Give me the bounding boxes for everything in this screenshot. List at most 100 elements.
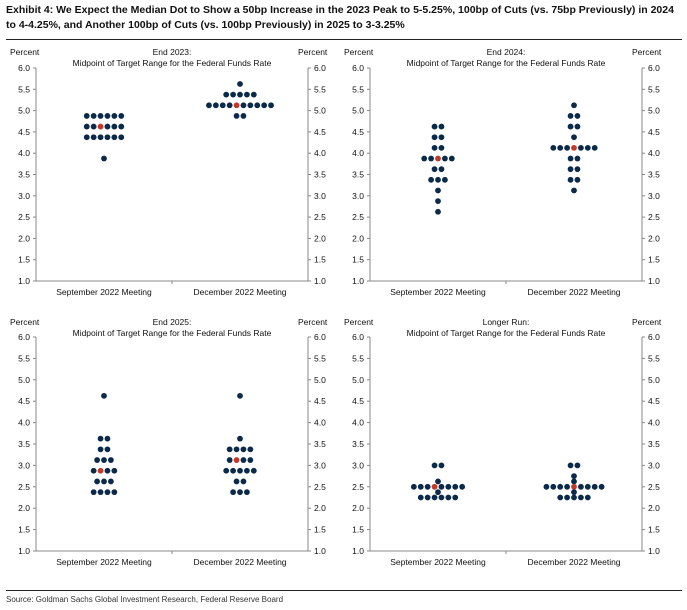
title-divider — [6, 39, 682, 40]
participant-dot — [237, 467, 243, 474]
y-tick-label-left: 1.5 — [18, 255, 30, 265]
x-category-label: September 2022 Meeting — [390, 287, 486, 297]
participant-dot — [567, 176, 574, 183]
participant-dot — [448, 155, 455, 162]
y-axis-label-left: Percent — [344, 47, 374, 57]
y-tick-label-left: 3.0 — [352, 191, 364, 201]
participant-dot — [250, 91, 257, 98]
y-tick-label-left: 2.5 — [18, 212, 30, 222]
participant-dot — [111, 123, 118, 130]
participant-dot — [452, 494, 459, 501]
y-tick-label-left: 5.5 — [18, 353, 30, 363]
participant-dot — [417, 494, 424, 501]
participant-dot — [567, 123, 574, 130]
chart-title: Exhibit 4: We Expect the Median Dot to S… — [6, 4, 674, 31]
y-axis-label-left: Percent — [10, 47, 40, 57]
participant-dot — [104, 113, 111, 119]
participant-dot — [244, 91, 250, 98]
y-tick-label-left: 3.0 — [18, 460, 30, 470]
participant-dot — [223, 91, 230, 98]
y-tick-label-right: 4.5 — [314, 127, 326, 137]
participant-dot — [428, 176, 434, 183]
participant-dot — [442, 155, 448, 162]
y-tick-label-left: 3.5 — [18, 439, 30, 449]
y-tick-label-right: 4.0 — [314, 418, 326, 428]
y-tick-label-left: 1.0 — [352, 546, 364, 556]
participant-dot — [567, 155, 574, 162]
y-tick-label-left: 1.5 — [352, 525, 364, 535]
y-tick-label-right: 5.5 — [648, 353, 660, 363]
participant-dot — [247, 102, 254, 109]
panel-subtitle: Midpoint of Target Range for the Federal… — [73, 58, 272, 68]
y-tick-label-right: 5.5 — [648, 84, 660, 94]
participant-dot — [230, 91, 237, 98]
y-tick-label-left: 3.5 — [352, 170, 364, 180]
participant-dot — [230, 489, 237, 496]
participant-dot — [261, 102, 268, 109]
participant-dot — [97, 446, 104, 453]
median-dot — [97, 123, 104, 130]
participant-dot — [111, 489, 118, 496]
participant-dot — [571, 134, 577, 141]
participant-dot — [557, 483, 564, 490]
y-tick-label-right: 4.0 — [314, 148, 326, 158]
y-tick-label-right: 3.5 — [314, 439, 326, 449]
participant-dot — [94, 478, 100, 485]
participant-dot — [244, 467, 250, 474]
y-tick-label-left: 6.0 — [352, 63, 364, 73]
y-tick-label-left: 2.0 — [18, 233, 30, 243]
participant-dot — [101, 457, 107, 463]
participant-dot — [101, 478, 107, 485]
participant-dot — [118, 134, 125, 141]
participant-dot — [584, 144, 591, 151]
x-category-label: December 2022 Meeting — [527, 287, 620, 297]
y-tick-label-right: 1.0 — [314, 276, 326, 286]
participant-dot — [94, 457, 100, 463]
participant-dot — [431, 166, 438, 173]
participant-dot — [104, 467, 111, 474]
median-dot — [97, 467, 104, 474]
y-tick-label-left: 4.5 — [18, 396, 30, 406]
y-tick-label-left: 1.5 — [352, 255, 364, 265]
participant-dot — [101, 155, 107, 162]
participant-dot — [247, 446, 254, 453]
y-axis-label-right: Percent — [298, 47, 328, 57]
participant-dot — [268, 102, 274, 109]
y-tick-label-left: 4.0 — [18, 418, 30, 428]
y-tick-label-right: 5.0 — [648, 375, 660, 385]
x-category-label: December 2022 Meeting — [193, 287, 286, 297]
y-tick-label-right: 5.5 — [314, 353, 326, 363]
x-category-label: September 2022 Meeting — [56, 557, 152, 567]
y-tick-label-right: 3.5 — [648, 439, 660, 449]
participant-dot — [83, 113, 90, 119]
y-tick-label-right: 2.0 — [314, 233, 326, 243]
y-tick-label-right: 3.5 — [648, 170, 660, 180]
y-tick-label-right: 2.0 — [648, 233, 660, 243]
y-tick-label-right: 2.0 — [314, 503, 326, 513]
y-tick-label-right: 1.0 — [648, 546, 660, 556]
participant-dot — [230, 467, 237, 474]
y-tick-label-left: 4.5 — [352, 127, 364, 137]
y-tick-label-left: 5.0 — [352, 106, 364, 116]
median-dot — [431, 483, 438, 490]
participant-dot — [438, 462, 445, 469]
y-axis-label-right: Percent — [298, 317, 328, 327]
y-tick-label-right: 2.5 — [648, 212, 660, 222]
participant-dot — [578, 494, 584, 501]
panel-title: End 2024: — [487, 47, 526, 57]
y-tick-label-right: 4.5 — [314, 396, 326, 406]
participant-dot — [435, 478, 441, 485]
participant-dot — [438, 483, 445, 490]
participant-dot — [571, 494, 577, 501]
panel-subtitle: Midpoint of Target Range for the Federal… — [73, 328, 272, 338]
y-tick-label-right: 1.5 — [648, 525, 660, 535]
median-dot — [435, 155, 441, 162]
x-category-label: December 2022 Meeting — [193, 557, 286, 567]
participant-dot — [240, 102, 247, 109]
median-dot — [233, 457, 240, 463]
participant-dot — [90, 123, 97, 130]
participant-dot — [97, 435, 104, 442]
panel-subtitle: Midpoint of Target Range for the Federal… — [407, 58, 606, 68]
participant-dot — [237, 91, 243, 98]
